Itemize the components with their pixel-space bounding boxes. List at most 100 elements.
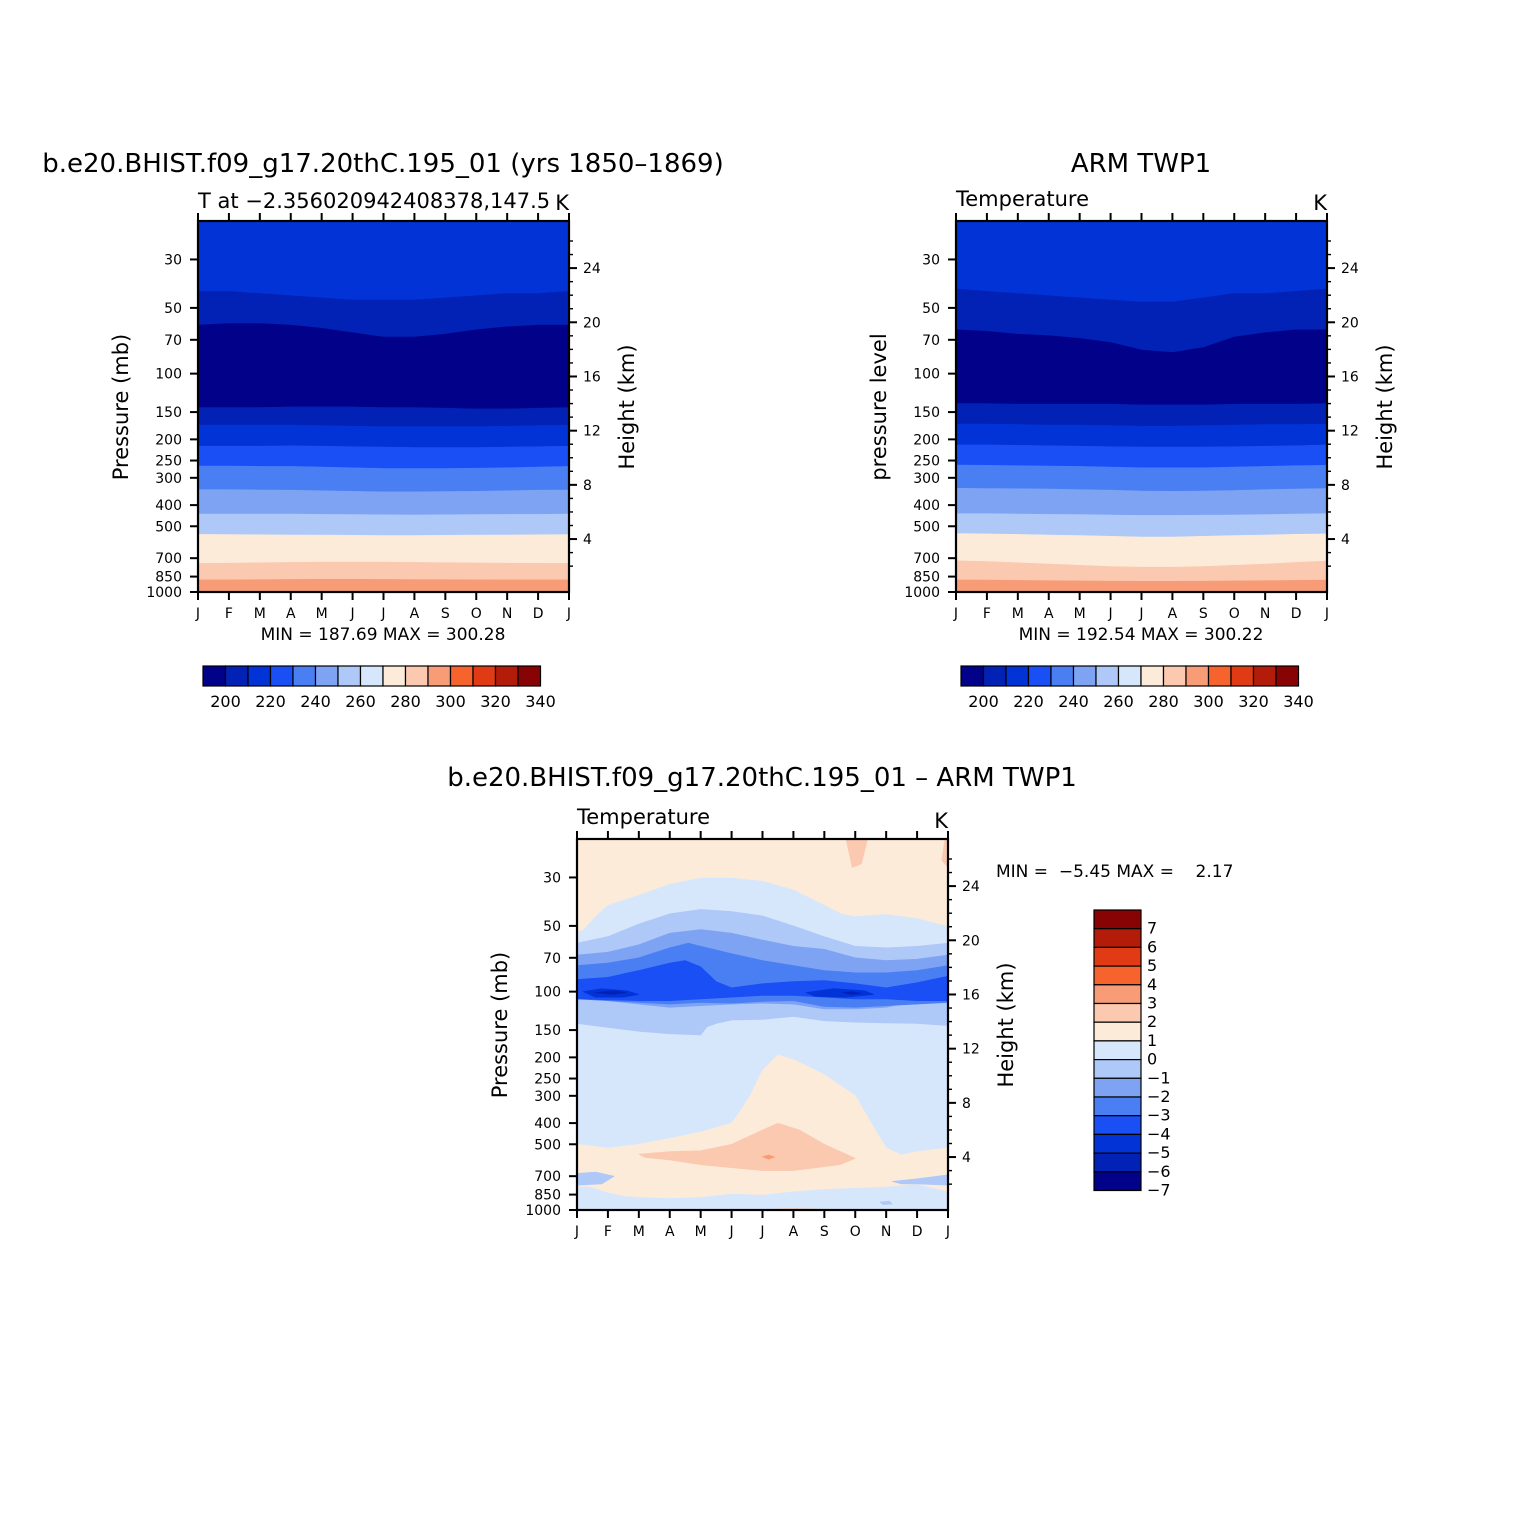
x-tick-label: A <box>1044 606 1054 622</box>
x-tick-label: S <box>820 1224 829 1240</box>
x-tick-label: D <box>533 606 544 622</box>
y-right-tick-label: 4 <box>1341 532 1350 548</box>
y-tick-label: 150 <box>913 405 940 421</box>
contour-region <box>845 839 868 868</box>
x-tick-label: M <box>316 606 328 622</box>
colorbar-label: 340 <box>525 692 556 711</box>
x-tick-label: J <box>759 1224 764 1240</box>
panel-obs-subtitle-left: Temperature <box>955 187 1089 211</box>
y-tick-label: 100 <box>155 367 182 383</box>
y-tick-label: 700 <box>155 551 182 567</box>
colorbar-box <box>1093 1115 1142 1135</box>
contour-region <box>595 990 627 995</box>
colorbar-label: 280 <box>390 692 421 711</box>
y-tick-label: 100 <box>534 985 561 1001</box>
colorbar-label: −3 <box>1147 1106 1171 1125</box>
contour-band <box>198 513 569 536</box>
x-tick-label: D <box>912 1224 923 1240</box>
x-tick-label: J <box>380 606 385 622</box>
colorbar-label: 260 <box>1103 692 1134 711</box>
x-tick-label: A <box>286 606 296 622</box>
panel-model-subtitle-left: T at −2.356020942408378,147.5 <box>197 189 550 213</box>
contour-region <box>762 1154 776 1160</box>
contour-band <box>198 424 569 448</box>
colorbar-box <box>1050 665 1075 687</box>
colorbar-label: 7 <box>1147 919 1157 938</box>
colorbar-label: 260 <box>345 692 376 711</box>
panel-diff-ylabel: Pressure (mb) <box>488 952 512 1099</box>
colorbar-box <box>382 665 407 687</box>
y-right-tick-label: 16 <box>962 987 980 1003</box>
colorbar-box <box>1095 665 1120 687</box>
x-tick-label: A <box>1168 606 1178 622</box>
x-tick-label: M <box>1012 606 1024 622</box>
panel-diff: b.e20.BHIST.f09_g17.20thC.195_01 – ARM T… <box>447 763 1233 1240</box>
y-tick-label: 300 <box>155 471 182 487</box>
y-tick-label: 250 <box>155 454 182 470</box>
y-right-tick-label: 20 <box>583 315 601 331</box>
y-tick-label: 1000 <box>146 585 182 601</box>
colorbar-box <box>1072 665 1097 687</box>
x-tick-label: A <box>789 1224 799 1240</box>
colorbar-box <box>1093 1152 1142 1173</box>
colorbar-box <box>1093 1077 1142 1098</box>
contour-band <box>198 465 569 493</box>
contour-band <box>956 444 1327 469</box>
x-tick-label: O <box>850 1224 861 1240</box>
y-tick-label: 70 <box>164 333 182 349</box>
contour-region <box>892 1174 948 1186</box>
colorbar-label: 5 <box>1147 956 1157 975</box>
colorbar-box <box>982 665 1007 687</box>
panel-diff-title: b.e20.BHIST.f09_g17.20thC.195_01 – ARM T… <box>447 763 1077 793</box>
colorbar-label: 320 <box>480 692 511 711</box>
y-tick-label: 30 <box>922 252 940 268</box>
colorbar-box <box>472 665 497 687</box>
colorbar-box <box>359 665 384 687</box>
x-tick-label: J <box>953 606 958 622</box>
contour-band <box>198 579 569 592</box>
colorbar-box <box>1093 1171 1142 1192</box>
y-tick-label: 400 <box>534 1116 561 1132</box>
x-tick-label: N <box>1260 606 1270 622</box>
y-tick-label: 70 <box>543 951 561 967</box>
colorbar-box <box>494 665 519 687</box>
y-tick-label: 700 <box>534 1169 561 1185</box>
colorbar-box <box>1230 665 1255 687</box>
y-tick-label: 70 <box>922 333 940 349</box>
colorbar-box <box>960 665 985 687</box>
contour-band <box>956 579 1327 592</box>
y-tick-label: 400 <box>913 498 940 514</box>
colorbar-box <box>247 665 272 687</box>
y-right-tick-label: 20 <box>1341 315 1359 331</box>
x-tick-label: J <box>574 1224 579 1240</box>
x-tick-label: O <box>1229 606 1240 622</box>
x-tick-label: F <box>225 606 233 622</box>
x-tick-label: S <box>1199 606 1208 622</box>
y-right-tick-label: 20 <box>962 933 980 949</box>
colorbar-label: 320 <box>1238 692 1269 711</box>
colorbar-box <box>1207 665 1232 687</box>
colorbar-label: 1 <box>1147 1031 1157 1050</box>
colorbar-box <box>1093 1096 1142 1117</box>
colorbar-label: −2 <box>1147 1087 1171 1106</box>
contour-band <box>198 489 569 516</box>
y-right-tick-label: 24 <box>1341 261 1359 277</box>
y-tick-label: 50 <box>543 919 561 935</box>
contour-band <box>956 533 1327 568</box>
panel-model-ylabel: Pressure (mb) <box>109 334 133 481</box>
colorbar-label: 240 <box>1058 692 1089 711</box>
x-tick-label: F <box>604 1224 612 1240</box>
panel-obs-subtitle-right: K <box>1313 191 1328 215</box>
colorbar-label: 220 <box>255 692 286 711</box>
colorbar-label: 220 <box>1013 692 1044 711</box>
x-tick-label: J <box>1324 606 1329 622</box>
x-tick-label: A <box>665 1224 675 1240</box>
colorbar-box <box>337 665 362 687</box>
panel-obs-stats: MIN = 192.54 MAX = 300.22 <box>1019 625 1264 645</box>
colorbar-label: 3 <box>1147 994 1157 1013</box>
colorbar-box <box>1252 665 1277 687</box>
y-tick-label: 500 <box>155 519 182 535</box>
x-tick-label: J <box>1108 606 1113 622</box>
colorbar-box <box>1185 665 1210 687</box>
